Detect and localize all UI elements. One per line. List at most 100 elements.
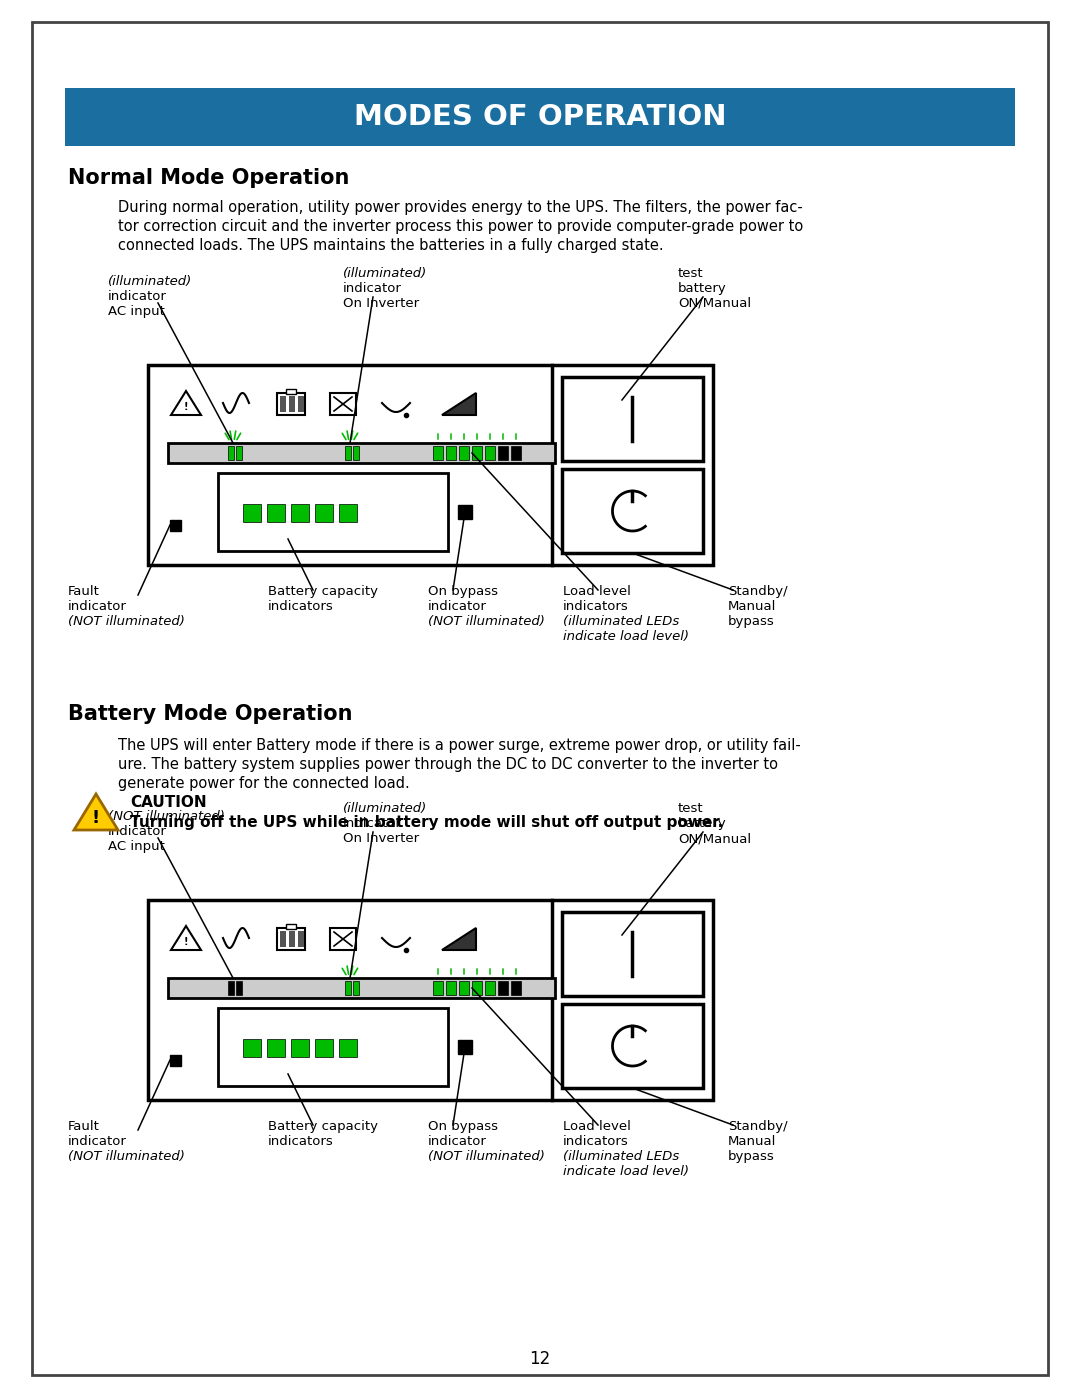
Bar <box>353 446 359 460</box>
Bar <box>298 395 303 412</box>
Text: Battery capacity: Battery capacity <box>268 1120 378 1133</box>
Text: (illuminated): (illuminated) <box>343 802 428 814</box>
Bar <box>446 446 456 460</box>
Bar <box>458 1039 472 1053</box>
Text: On bypass: On bypass <box>428 1120 498 1133</box>
Bar <box>485 446 495 460</box>
Text: AC input: AC input <box>108 305 165 319</box>
Bar <box>228 446 234 460</box>
Polygon shape <box>75 793 118 830</box>
Text: AC input: AC input <box>108 840 165 854</box>
Bar <box>353 981 359 995</box>
Bar <box>562 912 703 996</box>
Text: indicator: indicator <box>428 1134 487 1148</box>
Bar <box>433 446 443 460</box>
Text: battery: battery <box>678 282 727 295</box>
Bar <box>237 981 242 995</box>
Text: Turning off the UPS while in battery mode will shut off output power.: Turning off the UPS while in battery mod… <box>130 814 724 830</box>
Bar <box>562 377 703 461</box>
Text: Load level: Load level <box>563 1120 631 1133</box>
Text: indicator: indicator <box>343 817 402 830</box>
Text: The UPS will enter Battery mode if there is a power surge, extreme power drop, o: The UPS will enter Battery mode if there… <box>118 738 800 753</box>
Text: CAUTION: CAUTION <box>130 795 206 810</box>
Bar <box>472 981 482 995</box>
Text: indicator: indicator <box>108 826 167 838</box>
Bar <box>243 1039 261 1058</box>
Text: indicator: indicator <box>68 599 126 613</box>
Bar <box>339 504 357 522</box>
Bar <box>228 981 234 995</box>
Text: indicators: indicators <box>268 599 334 613</box>
Bar <box>170 1055 181 1066</box>
Text: (NOT illuminated): (NOT illuminated) <box>68 615 185 629</box>
Text: Standby/: Standby/ <box>728 1120 787 1133</box>
Text: MODES OF OPERATION: MODES OF OPERATION <box>354 103 726 131</box>
Text: On Inverter: On Inverter <box>343 298 419 310</box>
Bar <box>315 504 333 522</box>
Bar <box>562 1004 703 1088</box>
Text: indicate load level): indicate load level) <box>563 1165 689 1178</box>
Bar <box>291 504 309 522</box>
Bar <box>345 981 351 995</box>
Polygon shape <box>171 391 201 415</box>
Bar <box>237 446 242 460</box>
Bar <box>267 504 285 522</box>
Bar <box>498 446 508 460</box>
Bar <box>218 474 448 550</box>
Text: indicator: indicator <box>108 291 167 303</box>
Text: test: test <box>678 267 704 279</box>
Text: indicator: indicator <box>68 1134 126 1148</box>
Bar <box>511 446 521 460</box>
Text: indicators: indicators <box>268 1134 334 1148</box>
Bar <box>339 1039 357 1058</box>
Text: (illuminated LEDs: (illuminated LEDs <box>563 615 679 629</box>
Bar <box>330 393 356 415</box>
Text: On bypass: On bypass <box>428 585 498 598</box>
Polygon shape <box>442 928 476 950</box>
Text: Battery capacity: Battery capacity <box>268 585 378 598</box>
Bar <box>170 520 181 531</box>
Text: ON/Manual: ON/Manual <box>678 833 751 845</box>
Bar <box>168 443 555 462</box>
Text: battery: battery <box>678 817 727 830</box>
Bar <box>298 930 303 947</box>
Text: bypass: bypass <box>728 615 774 629</box>
Polygon shape <box>442 393 476 415</box>
Text: During normal operation, utility power provides energy to the UPS. The filters, : During normal operation, utility power p… <box>118 200 802 215</box>
Bar <box>472 446 482 460</box>
Text: Manual: Manual <box>728 599 777 613</box>
Bar <box>168 978 555 997</box>
Bar <box>446 981 456 995</box>
Text: indicators: indicators <box>563 599 629 613</box>
Bar <box>485 981 495 995</box>
Text: ON/Manual: ON/Manual <box>678 298 751 310</box>
Text: (illuminated): (illuminated) <box>108 275 192 288</box>
Text: indicators: indicators <box>563 1134 629 1148</box>
Text: On Inverter: On Inverter <box>343 833 419 845</box>
Bar <box>267 1039 285 1058</box>
Bar <box>459 446 469 460</box>
Text: Normal Mode Operation: Normal Mode Operation <box>68 168 349 189</box>
Text: Battery Mode Operation: Battery Mode Operation <box>68 704 352 724</box>
Text: generate power for the connected load.: generate power for the connected load. <box>118 775 409 791</box>
Bar <box>511 981 521 995</box>
Bar <box>459 981 469 995</box>
Text: !: ! <box>184 937 188 947</box>
Bar <box>562 469 703 553</box>
Polygon shape <box>171 926 201 950</box>
Bar <box>276 928 305 950</box>
Bar <box>286 388 296 394</box>
Bar <box>280 930 286 947</box>
Text: (illuminated LEDs: (illuminated LEDs <box>563 1150 679 1162</box>
Text: (illuminated): (illuminated) <box>343 267 428 279</box>
Text: tor correction circuit and the inverter process this power to provide computer-g: tor correction circuit and the inverter … <box>118 219 804 235</box>
Text: connected loads. The UPS maintains the batteries in a fully charged state.: connected loads. The UPS maintains the b… <box>118 237 663 253</box>
Text: ure. The battery system supplies power through the DC to DC converter to the inv: ure. The battery system supplies power t… <box>118 757 778 773</box>
Bar <box>243 504 261 522</box>
Bar <box>65 88 1015 147</box>
Text: Manual: Manual <box>728 1134 777 1148</box>
Text: Standby/: Standby/ <box>728 585 787 598</box>
Text: indicator: indicator <box>343 282 402 295</box>
Bar <box>218 1009 448 1085</box>
Text: Fault: Fault <box>68 1120 99 1133</box>
